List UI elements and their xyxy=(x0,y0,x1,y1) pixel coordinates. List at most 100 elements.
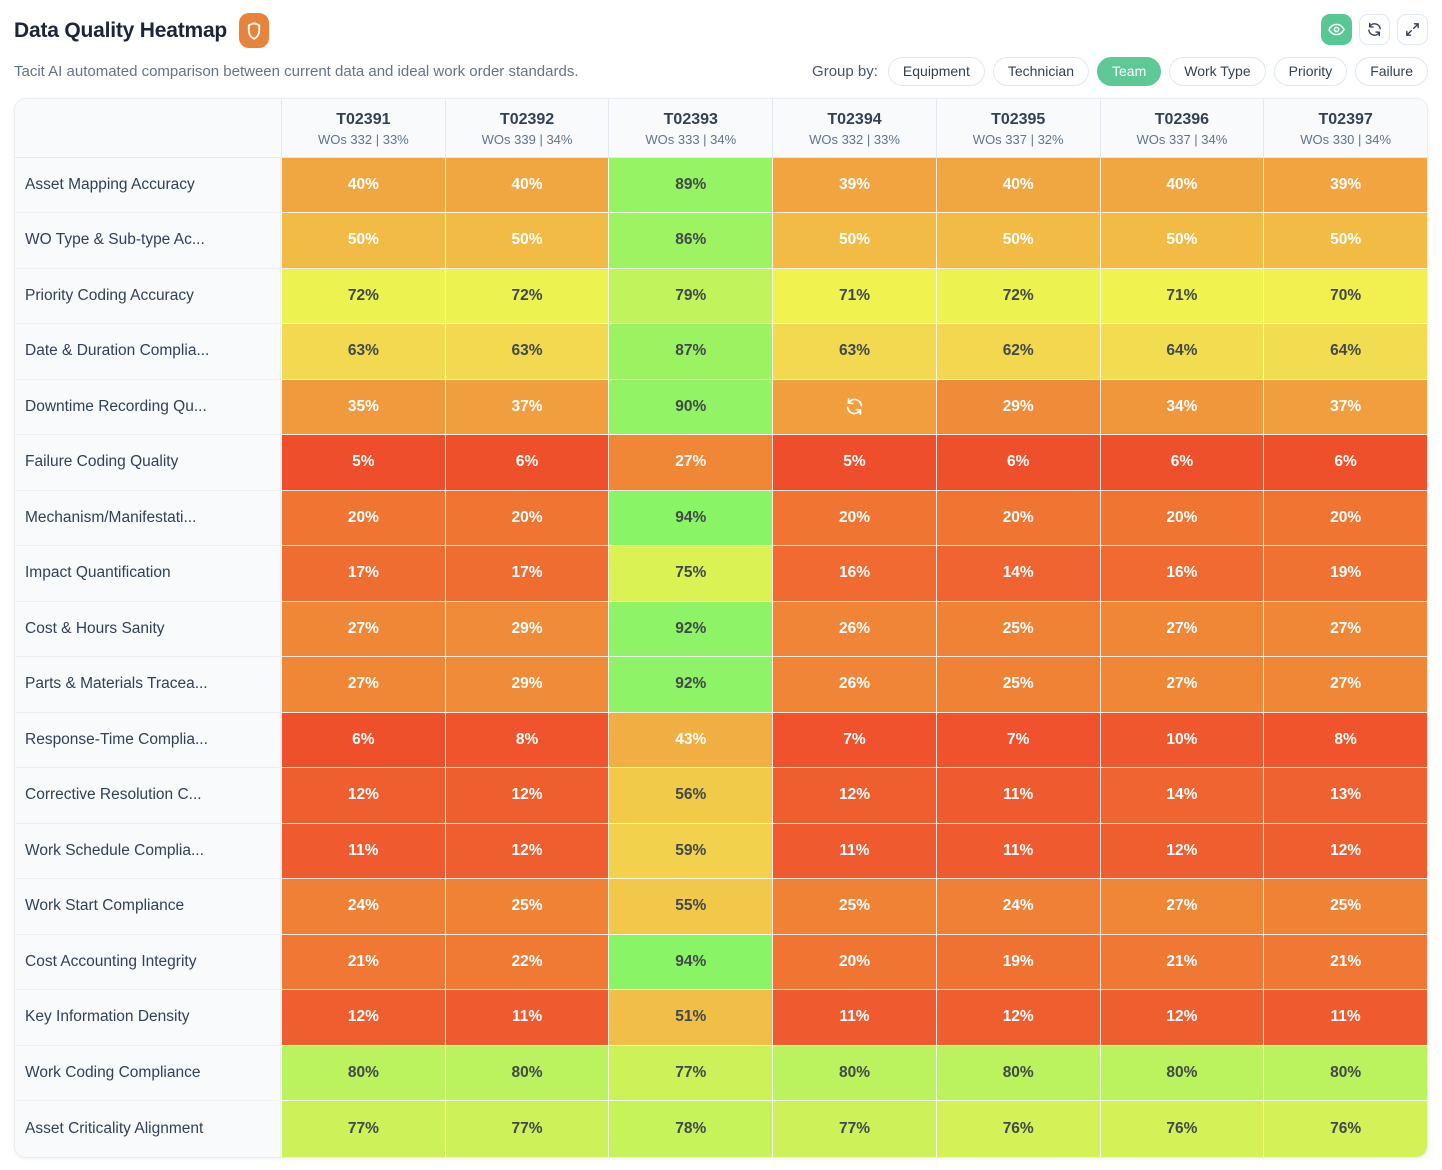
heatmap-cell-T02394[interactable]: 80% xyxy=(772,1045,936,1102)
heatmap-cell-T02394[interactable]: 50% xyxy=(772,213,936,269)
heatmap-cell-T02392[interactable]: 29% xyxy=(444,657,609,713)
column-header-T02395[interactable]: T02395 WOs 337 | 32% xyxy=(935,99,1100,158)
heatmap-cell-T02394[interactable]: 5% xyxy=(772,435,936,491)
heatmap-cell-T02397[interactable]: 19% xyxy=(1263,546,1427,602)
heatmap-cell-T02396[interactable]: 80% xyxy=(1099,1045,1264,1102)
heatmap-cell-T02396[interactable]: 6% xyxy=(1099,435,1264,491)
heatmap-cell-T02393[interactable]: 92% xyxy=(608,657,773,713)
heatmap-cell-T02391[interactable]: 12% xyxy=(281,768,445,824)
heatmap-cell-T02397[interactable]: 50% xyxy=(1263,213,1427,269)
heatmap-cell-T02396[interactable]: 14% xyxy=(1099,768,1264,824)
heatmap-cell-T02397[interactable]: 39% xyxy=(1263,157,1427,214)
refresh-button[interactable] xyxy=(1359,14,1390,45)
heatmap-cell-T02397[interactable]: 21% xyxy=(1263,934,1427,991)
heatmap-cell-T02397[interactable]: 8% xyxy=(1263,712,1427,769)
heatmap-cell-T02392[interactable]: 12% xyxy=(444,823,609,880)
heatmap-cell-T02392[interactable]: 22% xyxy=(444,934,609,991)
heatmap-cell-T02395[interactable]: 80% xyxy=(935,1045,1100,1102)
heatmap-cell-T02395[interactable]: 7% xyxy=(935,712,1100,769)
heatmap-cell-T02396[interactable]: 27% xyxy=(1099,657,1264,713)
heatmap-cell-T02395[interactable]: 19% xyxy=(935,934,1100,991)
heatmap-cell-T02393[interactable]: 56% xyxy=(608,768,773,824)
heatmap-cell-T02394[interactable]: 20% xyxy=(772,934,936,991)
heatmap-cell-T02393[interactable]: 92% xyxy=(608,601,773,658)
heatmap-cell-T02392[interactable]: 77% xyxy=(444,1101,609,1157)
heatmap-cell-T02395[interactable]: 6% xyxy=(935,435,1100,491)
heatmap-cell-T02394[interactable]: 11% xyxy=(772,823,936,880)
heatmap-cell-T02395[interactable]: 50% xyxy=(935,213,1100,269)
heatmap-cell-T02396[interactable]: 27% xyxy=(1099,601,1264,658)
heatmap-cell-T02391[interactable]: 35% xyxy=(281,379,445,436)
heatmap-cell-T02393[interactable]: 79% xyxy=(608,268,773,325)
heatmap-cell-T02397[interactable]: 27% xyxy=(1263,601,1427,658)
heatmap-cell-T02393[interactable]: 27% xyxy=(608,435,773,491)
heatmap-cell-T02392[interactable]: 37% xyxy=(444,379,609,436)
heatmap-cell-T02395[interactable]: 29% xyxy=(935,379,1100,436)
heatmap-cell-T02396[interactable]: 12% xyxy=(1099,990,1264,1046)
heatmap-cell-T02391[interactable]: 24% xyxy=(281,879,445,935)
heatmap-cell-T02394[interactable]: 25% xyxy=(772,879,936,935)
heatmap-cell-T02393[interactable]: 94% xyxy=(608,490,773,547)
heatmap-cell-T02392[interactable]: 29% xyxy=(444,601,609,658)
heatmap-cell-T02394[interactable]: 16% xyxy=(772,546,936,602)
heatmap-cell-T02393[interactable]: 94% xyxy=(608,934,773,991)
expand-button[interactable] xyxy=(1397,14,1428,45)
heatmap-cell-T02394[interactable]: 11% xyxy=(772,990,936,1046)
heatmap-cell-T02397[interactable]: 37% xyxy=(1263,379,1427,436)
heatmap-cell-T02397[interactable]: 70% xyxy=(1263,268,1427,325)
heatmap-cell-T02392[interactable]: 50% xyxy=(444,213,609,269)
heatmap-cell-T02392[interactable]: 25% xyxy=(444,879,609,935)
heatmap-cell-T02394[interactable]: 39% xyxy=(772,157,936,214)
heatmap-cell-T02397[interactable]: 64% xyxy=(1263,324,1427,380)
heatmap-cell-T02393[interactable]: 86% xyxy=(608,213,773,269)
group-by-chip-technician[interactable]: Technician xyxy=(992,57,1089,87)
heatmap-cell-T02393[interactable]: 59% xyxy=(608,823,773,880)
heatmap-cell-T02393[interactable]: 78% xyxy=(608,1101,773,1157)
heatmap-cell-T02394[interactable]: 7% xyxy=(772,712,936,769)
heatmap-cell-T02392[interactable]: 17% xyxy=(444,546,609,602)
heatmap-cell-T02397[interactable]: 80% xyxy=(1263,1045,1427,1102)
column-header-T02397[interactable]: T02397 WOs 330 | 34% xyxy=(1263,99,1427,158)
column-header-T02394[interactable]: T02394 WOs 332 | 33% xyxy=(772,99,936,158)
heatmap-cell-T02397[interactable]: 27% xyxy=(1263,657,1427,713)
heatmap-cell-T02391[interactable]: 40% xyxy=(281,157,445,214)
heatmap-cell-T02391[interactable]: 12% xyxy=(281,990,445,1046)
group-by-chip-priority[interactable]: Priority xyxy=(1273,57,1348,87)
heatmap-cell-T02391[interactable]: 21% xyxy=(281,934,445,991)
heatmap-cell-T02395[interactable]: 76% xyxy=(935,1101,1100,1157)
heatmap-cell-T02393[interactable]: 77% xyxy=(608,1045,773,1102)
heatmap-cell-T02394[interactable]: 71% xyxy=(772,268,936,325)
heatmap-cell-T02393[interactable]: 75% xyxy=(608,546,773,602)
heatmap-cell-T02392[interactable]: 8% xyxy=(444,712,609,769)
heatmap-cell-T02391[interactable]: 27% xyxy=(281,657,445,713)
heatmap-cell-T02396[interactable]: 76% xyxy=(1099,1101,1264,1157)
heatmap-cell-T02392[interactable]: 6% xyxy=(444,435,609,491)
heatmap-cell-T02397[interactable]: 6% xyxy=(1263,435,1427,491)
heatmap-cell-T02397[interactable]: 11% xyxy=(1263,990,1427,1046)
heatmap-cell-T02395[interactable]: 72% xyxy=(935,268,1100,325)
heatmap-cell-T02393[interactable]: 51% xyxy=(608,990,773,1046)
heatmap-cell-T02394[interactable]: 26% xyxy=(772,601,936,658)
heatmap-cell-T02392[interactable]: 11% xyxy=(444,990,609,1046)
heatmap-cell-T02392[interactable]: 80% xyxy=(444,1045,609,1102)
heatmap-cell-T02395[interactable]: 62% xyxy=(935,324,1100,380)
heatmap-cell-T02396[interactable]: 16% xyxy=(1099,546,1264,602)
column-header-T02391[interactable]: T02391 WOs 332 | 33% xyxy=(281,99,445,158)
heatmap-cell-T02391[interactable]: 5% xyxy=(281,435,445,491)
heatmap-cell-T02395[interactable]: 12% xyxy=(935,990,1100,1046)
heatmap-cell-T02392[interactable]: 20% xyxy=(444,490,609,547)
heatmap-cell-T02391[interactable]: 77% xyxy=(281,1101,445,1157)
heatmap-cell-T02396[interactable]: 34% xyxy=(1099,379,1264,436)
heatmap-cell-T02395[interactable]: 11% xyxy=(935,823,1100,880)
heatmap-cell-T02392[interactable]: 40% xyxy=(444,157,609,214)
heatmap-cell-T02395[interactable]: 40% xyxy=(935,157,1100,214)
heatmap-cell-T02395[interactable]: 20% xyxy=(935,490,1100,547)
heatmap-cell-T02397[interactable]: 20% xyxy=(1263,490,1427,547)
heatmap-cell-T02393[interactable]: 89% xyxy=(608,157,773,214)
heatmap-cell-T02396[interactable]: 12% xyxy=(1099,823,1264,880)
heatmap-cell-T02396[interactable]: 10% xyxy=(1099,712,1264,769)
heatmap-cell-T02396[interactable]: 27% xyxy=(1099,879,1264,935)
heatmap-cell-T02394[interactable]: 26% xyxy=(772,657,936,713)
group-by-chip-team[interactable]: Team xyxy=(1097,57,1162,87)
group-by-chip-failure[interactable]: Failure xyxy=(1355,57,1428,87)
